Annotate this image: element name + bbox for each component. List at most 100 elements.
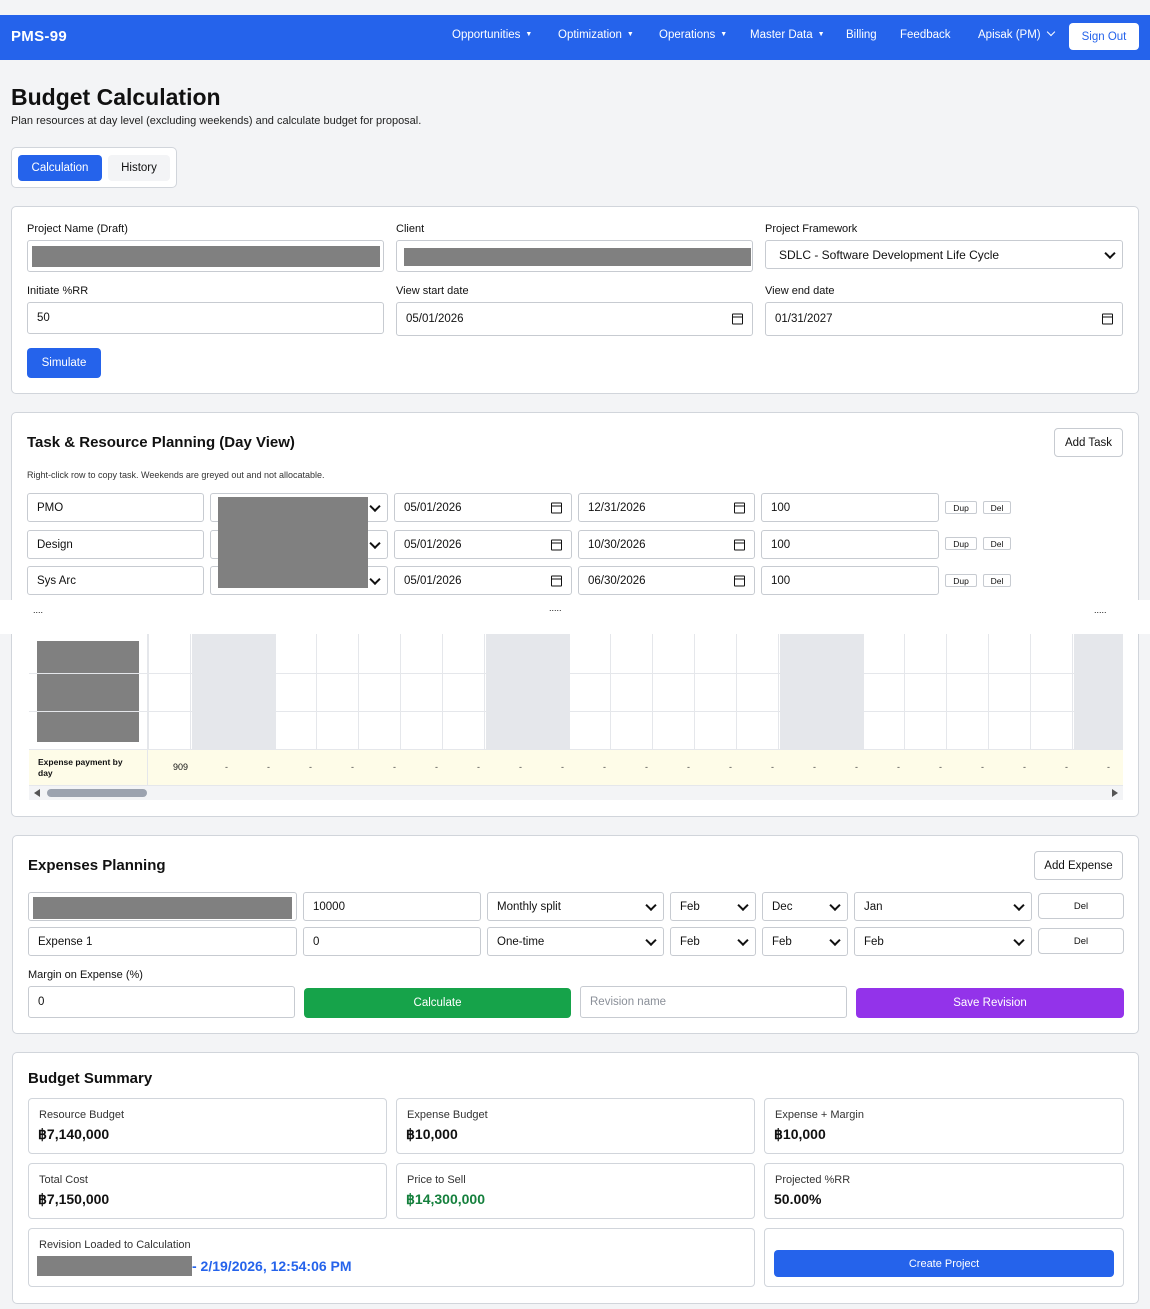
framework-select[interactable]: SDLC - Software Development Life Cycle xyxy=(765,240,1123,269)
calendar-icon[interactable] xyxy=(732,313,743,325)
simulate-button[interactable]: Simulate xyxy=(27,348,101,378)
task-name-input[interactable]: PMO xyxy=(27,493,204,522)
grid-column-line xyxy=(484,634,485,749)
sign-out-button[interactable]: Sign Out xyxy=(1069,23,1139,50)
task-start-date[interactable]: 05/01/2026 xyxy=(394,566,572,595)
task-percent-input[interactable]: 100 xyxy=(761,566,939,595)
chevron-down-icon xyxy=(1046,27,1055,37)
expense-day-cell: - xyxy=(561,762,564,772)
dup-task-button[interactable]: Dup xyxy=(945,537,977,550)
rr-input[interactable]: 50 xyxy=(27,302,384,334)
expense-payment-month-select[interactable]: Jan xyxy=(854,892,1032,921)
client-input[interactable] xyxy=(396,240,753,272)
task-end-date[interactable]: 10/30/2026 xyxy=(578,530,755,559)
del-task-button[interactable]: Del xyxy=(983,501,1011,514)
expense-day-cell: - xyxy=(393,762,396,772)
scrollbar-thumb[interactable] xyxy=(47,789,147,797)
calendar-icon[interactable] xyxy=(1102,313,1113,325)
expense-day-cell: - xyxy=(687,762,690,772)
revision-name-input[interactable]: Revision name xyxy=(580,986,847,1018)
calendar-icon[interactable] xyxy=(551,502,562,513)
total-cost-value: ฿7,150,000 xyxy=(38,1191,110,1207)
tab-history[interactable]: History xyxy=(108,155,170,181)
expense-row-total: 909 xyxy=(172,762,188,772)
grid-horizontal-scrollbar[interactable] xyxy=(29,785,1123,800)
grid-column-line xyxy=(946,634,947,749)
expense-type-select[interactable]: Monthly split xyxy=(487,892,664,921)
nav-optimization[interactable]: Optimization ▼ xyxy=(558,29,634,41)
project-name-input[interactable] xyxy=(27,240,384,272)
dup-task-button[interactable]: Dup xyxy=(945,574,977,587)
expense-amount-input[interactable]: 10000 xyxy=(303,892,481,921)
day-allocation-grid[interactable]: Expense payment by day 909 - - - - - - - - - - - - -… xyxy=(29,634,1123,785)
end-date-input[interactable]: 01/31/2027 xyxy=(765,302,1123,336)
redacted-block xyxy=(33,897,292,919)
expense-type-select[interactable]: One-time xyxy=(487,927,664,956)
project-info-card xyxy=(11,206,1139,394)
nav-opportunities[interactable]: Opportunities ▼ xyxy=(452,29,533,41)
task-start-date[interactable]: 05/01/2026 xyxy=(394,493,572,522)
revision-loaded-box: Revision Loaded to Calculation - 2/19/20… xyxy=(28,1228,755,1287)
grid-column-line xyxy=(988,634,989,749)
del-expense-button[interactable]: Del xyxy=(1038,893,1124,919)
calendar-icon[interactable] xyxy=(734,575,745,586)
task-start-date[interactable]: 05/01/2026 xyxy=(394,530,572,559)
calendar-icon[interactable] xyxy=(734,539,745,550)
nav-master-data[interactable]: Master Data ▼ xyxy=(750,29,825,41)
calendar-icon[interactable] xyxy=(551,539,562,550)
grid-column-line xyxy=(400,634,401,749)
revision-loaded-label: Revision Loaded to Calculation xyxy=(39,1239,191,1251)
calculate-button[interactable]: Calculate xyxy=(304,988,571,1018)
task-name-input[interactable]: Design xyxy=(27,530,204,559)
del-task-button[interactable]: Del xyxy=(983,574,1011,587)
grid-column-line xyxy=(652,634,653,749)
expense-day-cell: - xyxy=(939,762,942,772)
projected-rr-value: 50.00% xyxy=(774,1191,822,1207)
expense-row-label-cell xyxy=(29,750,148,785)
task-name-input[interactable]: Sys Arc xyxy=(27,566,204,595)
expense-name-input[interactable] xyxy=(28,892,297,921)
expenses-title: Expenses Planning xyxy=(28,857,166,874)
scroll-right-icon[interactable] xyxy=(1112,789,1118,797)
expense-day-cell: - xyxy=(351,762,354,772)
dup-task-button[interactable]: Dup xyxy=(945,501,977,514)
create-project-button[interactable]: Create Project xyxy=(774,1250,1114,1277)
grid-column-line xyxy=(358,634,359,749)
expense-day-cell: - xyxy=(435,762,438,772)
expense-day-cell: - xyxy=(981,762,984,772)
start-date-input[interactable]: 05/01/2026 xyxy=(396,302,753,336)
task-end-date[interactable]: 06/30/2026 xyxy=(578,566,755,595)
resource-budget-label: Resource Budget xyxy=(39,1109,124,1121)
del-task-button[interactable]: Del xyxy=(983,537,1011,550)
expense-start-month-select[interactable]: Feb xyxy=(670,892,756,921)
task-end-date[interactable]: 12/31/2026 xyxy=(578,493,755,522)
expense-day-cell: - xyxy=(813,762,816,772)
tab-calculation[interactable]: Calculation xyxy=(18,155,102,181)
expense-end-month-select[interactable]: Dec xyxy=(762,892,848,921)
expense-budget-value: ฿10,000 xyxy=(406,1126,458,1142)
expense-start-month-select[interactable]: Feb xyxy=(670,927,756,956)
expense-end-month-select[interactable]: Feb xyxy=(762,927,848,956)
grid-column-line xyxy=(736,634,737,749)
nav-billing[interactable]: Billing xyxy=(846,29,877,41)
grid-column-line xyxy=(1072,634,1073,749)
scroll-left-icon[interactable] xyxy=(34,789,40,797)
task-percent-input[interactable]: 100 xyxy=(761,530,939,559)
expense-amount-input[interactable]: 0 xyxy=(303,927,481,956)
calendar-icon[interactable] xyxy=(734,502,745,513)
user-menu[interactable]: Apisak (PM) xyxy=(978,27,1055,41)
expense-name-input[interactable]: Expense 1 xyxy=(28,927,297,956)
del-expense-button[interactable]: Del xyxy=(1038,928,1124,954)
add-task-button[interactable]: Add Task xyxy=(1054,428,1123,457)
save-revision-button[interactable]: Save Revision xyxy=(856,988,1124,1018)
calendar-icon[interactable] xyxy=(551,575,562,586)
margin-input[interactable]: 0 xyxy=(28,986,295,1018)
nav-feedback[interactable]: Feedback xyxy=(900,29,951,41)
budget-summary-title: Budget Summary xyxy=(28,1070,153,1087)
expense-payment-month-select[interactable]: Feb xyxy=(854,927,1032,956)
nav-operations[interactable]: Operations ▼ xyxy=(659,29,728,41)
brand-logo[interactable]: PMS-99 xyxy=(11,28,67,45)
resource-budget-value: ฿7,140,000 xyxy=(38,1126,110,1142)
add-expense-button[interactable]: Add Expense xyxy=(1034,851,1123,880)
task-percent-input[interactable]: 100 xyxy=(761,493,939,522)
